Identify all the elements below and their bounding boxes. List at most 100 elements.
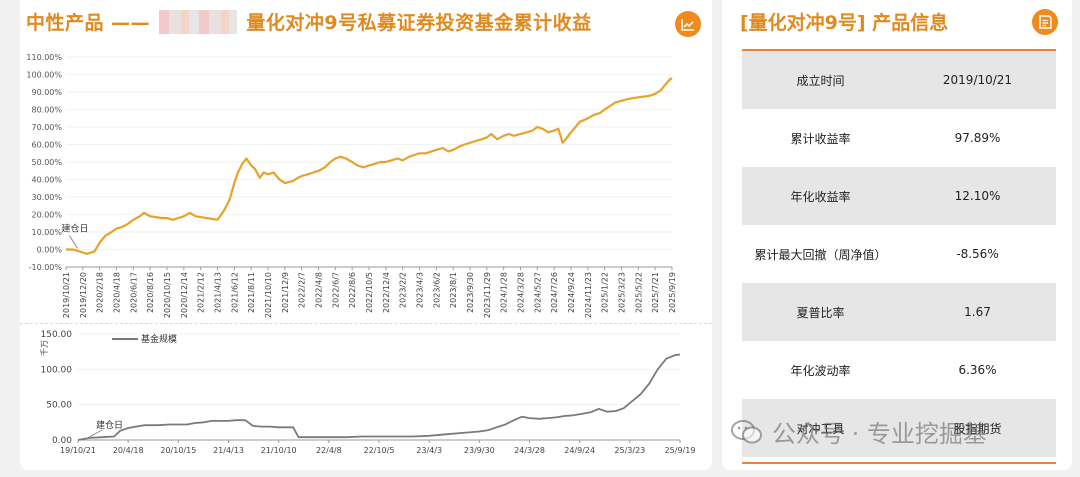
info-value: 12.10% (954, 189, 1001, 203)
x-tick-label: 24/3/28 (514, 446, 545, 455)
legend-label: 基金规模 (141, 333, 177, 345)
y-tick-label: 150.00 (41, 330, 73, 340)
x-tick-label: 25/9/19 (665, 446, 696, 455)
y-tick-label: -10.00% (29, 263, 63, 272)
x-tick-label: 2022/6/7 (331, 272, 340, 308)
x-tick-label: 2022/10/5 (365, 272, 374, 313)
annotation-label: 建仓日 (96, 419, 123, 431)
y-tick-label: 100.00 (41, 365, 73, 375)
x-tick-label: 2019/10/21 (62, 272, 71, 318)
x-tick-label: 2024/11/23 (584, 272, 593, 318)
chart-panel: 中性产品 —— 量化对冲9号私募证券投资基金累计收益 -10.00% 0.00% 1… (20, 0, 712, 470)
info-title: [量化对冲9号] 产品信息 (740, 12, 949, 34)
x-tick-label: 2022/2/7 (298, 272, 307, 308)
y-tick-label: 110.00% (26, 53, 62, 62)
x-tick-label: 2024/3/28 (517, 272, 526, 313)
info-table-bottom-border (742, 462, 1056, 464)
y-tick-label: 0.00% (37, 246, 63, 255)
x-tick-label: 23/9/30 (464, 446, 495, 455)
line-chart-icon[interactable] (675, 11, 701, 37)
y-tick-label: 20.00% (31, 211, 62, 220)
info-row: 累计收益率 97.89% (742, 109, 1056, 167)
info-label: 对冲工具 (796, 421, 845, 436)
info-panel: [量化对冲9号] 产品信息 成立时间 2019/10/21 累计收益率 97.89% 年… (722, 0, 1072, 470)
cumulative-return-chart: -10.00% 0.00% 10.00% 20.00% 30.00% 40.00% 50.0… (26, 53, 677, 318)
return-line (66, 77, 673, 255)
x-tick-label: 2024/9/24 (567, 272, 576, 313)
info-label: 年化收益率 (790, 189, 851, 204)
x-tick-label: 2025/5/22 (634, 272, 643, 313)
x-tick-label: 2020/12/14 (180, 272, 189, 318)
info-value: 97.89% (954, 131, 1001, 145)
y-tick-label: 40.00% (31, 176, 62, 185)
x-tick-label: 2023/9/30 (466, 272, 475, 313)
x-tick-label: 24/9/24 (564, 446, 595, 455)
info-row: 累计最大回撤（周净值） -8.56% (742, 225, 1056, 283)
chart-title: 中性产品 —— 量化对冲9号私募证券投资基金累计收益 (26, 8, 592, 35)
x-tick-label: 2025/1/22 (601, 272, 610, 313)
info-label: 累计最大回撤（周净值） (754, 247, 887, 262)
wechat-icon (731, 419, 762, 443)
x-tick-label: 2020/8/16 (146, 272, 155, 313)
x-tick-label: 2025/7/21 (651, 272, 660, 313)
x-tick-label: 25/3/23 (614, 446, 645, 455)
annotation-pointer (85, 429, 103, 440)
x-tick-label: 2019/12/20 (79, 272, 88, 318)
y-tick-label: 0.00 (52, 436, 72, 446)
document-icon[interactable] (1032, 9, 1058, 35)
x-tick-label: 2021/12/9 (281, 272, 290, 313)
y-tick-label: 50.00 (46, 401, 72, 411)
info-row: 年化收益率 12.10% (742, 167, 1056, 225)
x-tick-label: 2023/6/2 (432, 272, 441, 308)
x-tick-label: 21/4/13 (213, 446, 244, 455)
chart-title-suffix: 量化对冲9号私募证券投资基金累计收益 (246, 12, 592, 34)
x-tick-label: 19/10/21 (60, 446, 96, 455)
y-axis-label: 千万 (39, 340, 49, 356)
y-tick-label: 90.00% (31, 88, 62, 97)
x-tick-label: 2022/4/8 (315, 272, 324, 308)
y-tick-label: 30.00% (31, 193, 62, 202)
watermark-text: 公众号 · 专业挖掘基 (772, 420, 987, 448)
x-tick-label: 22/4/8 (316, 446, 342, 455)
x-tick-label: 2024/5/27 (533, 272, 542, 313)
x-tick-label: 2020/10/15 (163, 272, 172, 318)
x-tick-label: 20/4/18 (113, 446, 144, 455)
watermark: 公众号 · 专业挖掘基 (730, 414, 987, 449)
x-tick-label: 2022/8/6 (348, 272, 357, 308)
x-tick-label: 20/10/15 (160, 446, 196, 455)
x-tick-label: 2024/1/28 (500, 272, 509, 313)
x-tick-label: 2021/2/12 (197, 272, 206, 313)
x-tick-label: 2020/6/17 (129, 272, 138, 313)
info-row: 夏普比率 1.67 (742, 283, 1056, 341)
info-row: 对冲工具 股指期货 (742, 399, 1056, 457)
info-label: 夏普比率 (796, 305, 845, 320)
x-tick-label: 2020/4/18 (113, 272, 122, 313)
y-tick-label: 50.00% (31, 158, 62, 167)
info-value: 1.67 (964, 305, 991, 319)
x-tick-label: 23/4/3 (416, 446, 442, 455)
chart-title-prefix: 中性产品 —— (26, 12, 151, 34)
annotation-pointer (69, 235, 78, 249)
x-tick-label: 21/10/10 (261, 446, 297, 455)
info-row: 年化波动率 6.36% (742, 341, 1056, 399)
x-tick-label: 2020/2/18 (96, 272, 105, 313)
info-value: 6.36% (958, 363, 997, 377)
info-value: -8.56% (956, 247, 999, 261)
x-tick-label: 2022/12/4 (382, 272, 391, 313)
x-tick-label: 2021/8/11 (247, 272, 256, 313)
x-tick-label: 2021/6/12 (230, 272, 239, 313)
info-label: 年化波动率 (790, 363, 851, 378)
y-tick-label: 10.00% (31, 228, 62, 237)
x-tick-label: 2023/4/3 (416, 272, 425, 308)
info-label: 成立时间 (796, 73, 845, 88)
x-tick-label: 2021/4/13 (214, 272, 223, 313)
y-tick-label: 60.00% (31, 141, 62, 150)
info-value: 股指期货 (953, 421, 1002, 436)
x-tick-label: 2023/2/2 (399, 272, 408, 308)
x-tick-label: 2023/11/29 (483, 272, 492, 318)
info-value: 2019/10/21 (942, 73, 1013, 87)
scale-line (77, 353, 681, 441)
info-row: 成立时间 2019/10/21 (742, 51, 1056, 109)
info-table: 成立时间 2019/10/21 累计收益率 97.89% 年化收益率 12.10% 累计最大… (742, 49, 1056, 457)
